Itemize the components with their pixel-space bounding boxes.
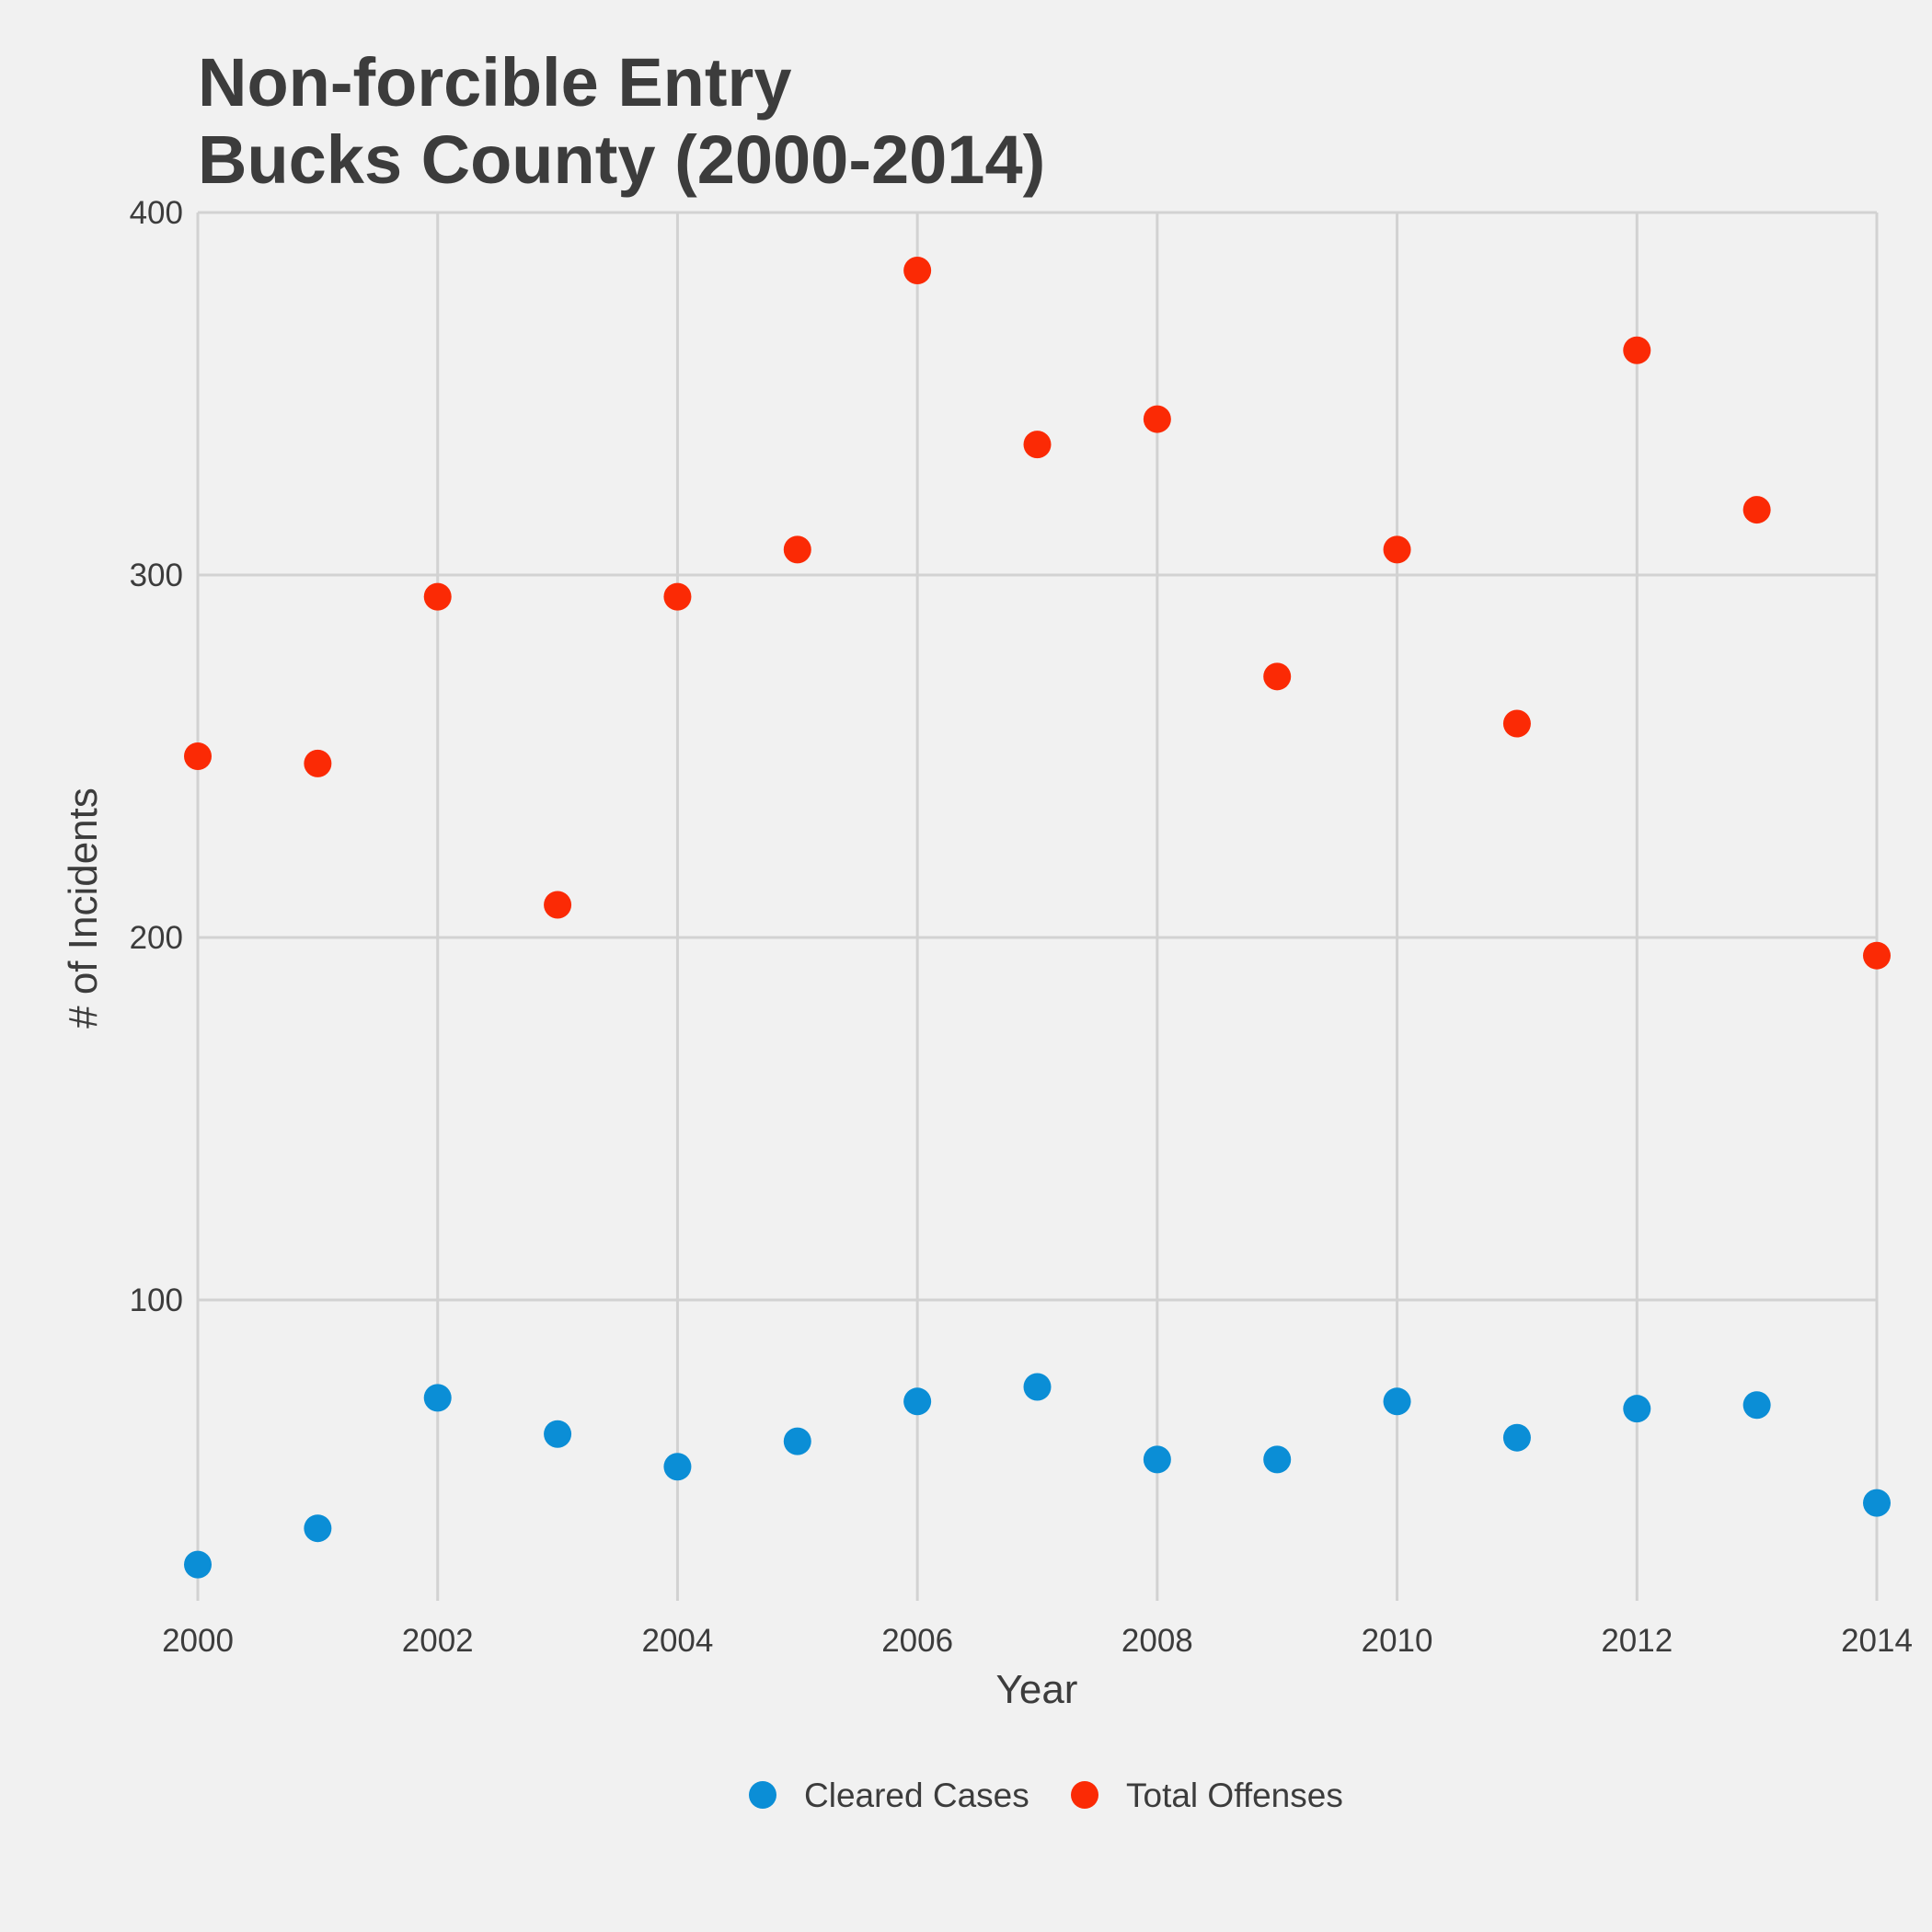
y-tick-label: 400 [130,195,183,231]
series-total-offenses [184,257,1891,970]
data-point [663,582,692,611]
chart-title-line-2: Bucks County (2000-2014) [198,121,1046,198]
data-point [1023,1373,1052,1401]
legend: Cleared Cases Total Offenses [749,1777,1343,1814]
x-tick-label: 2004 [641,1623,713,1659]
data-point [1623,1395,1651,1423]
x-tick-label: 2014 [1841,1623,1913,1659]
data-point [1863,941,1891,970]
chart-title-line-1: Non-forcible Entry [198,44,792,121]
x-tick-label: 2002 [402,1623,474,1659]
data-point [423,1384,452,1412]
data-point [304,1514,332,1543]
data-point [1383,535,1411,564]
data-point [1143,405,1171,433]
data-point [1863,1489,1891,1517]
data-points [184,257,1891,1579]
x-axis-ticks: 2000 2002 2004 2006 2008 2010 2012 2014 [162,1623,1913,1659]
data-point [1502,709,1531,738]
data-point [1742,1391,1771,1420]
series-cleared-cases [184,1373,1891,1579]
legend-label: Total Offenses [1126,1777,1343,1814]
y-tick-label: 300 [130,558,183,593]
y-axis-ticks: 100 200 300 400 [130,195,183,1318]
data-point [1383,1387,1411,1416]
data-point [544,891,572,919]
chart-title: Non-forcible Entry Bucks County (2000-20… [198,44,1045,199]
data-point [1263,1445,1292,1474]
x-tick-label: 2012 [1601,1623,1673,1659]
data-point [423,582,452,611]
legend-key-1 [1071,1781,1098,1809]
data-point [783,1427,811,1455]
legend-key-0 [749,1781,776,1809]
x-axis-title: Year [996,1667,1078,1712]
x-tick-label: 2008 [1121,1623,1193,1659]
data-point [663,1453,692,1481]
data-point [1263,662,1292,691]
data-point [184,742,212,770]
data-point [1742,496,1771,524]
data-point [1143,1445,1171,1474]
x-tick-label: 2010 [1362,1623,1433,1659]
data-point [783,535,811,564]
data-point [1623,336,1651,364]
data-point [1502,1423,1531,1452]
y-axis-title: # of Incidents [61,788,106,1029]
data-point [184,1550,212,1579]
x-tick-label: 2006 [881,1623,953,1659]
data-point [544,1420,572,1448]
legend-label: Cleared Cases [804,1777,1029,1814]
data-point [903,257,932,285]
grid-lines [196,211,1879,1601]
y-tick-label: 100 [130,1282,183,1318]
x-tick-label: 2000 [162,1623,234,1659]
data-point [1023,431,1052,459]
data-point [304,749,332,777]
data-point [903,1387,932,1416]
y-tick-label: 200 [130,920,183,956]
